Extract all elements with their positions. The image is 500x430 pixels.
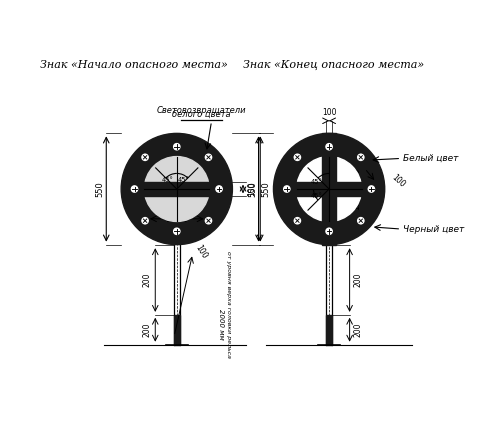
Text: 200: 200: [354, 322, 362, 337]
Circle shape: [142, 218, 148, 224]
Text: Знак «Начало опасного места»: Знак «Начало опасного места»: [40, 60, 228, 70]
Circle shape: [358, 218, 364, 224]
Circle shape: [144, 157, 209, 221]
Circle shape: [142, 154, 148, 160]
Text: 550: 550: [262, 181, 270, 197]
Text: 110: 110: [352, 168, 361, 182]
Text: 100: 100: [247, 182, 256, 196]
Circle shape: [296, 157, 362, 221]
Bar: [124, 182, 229, 196]
Text: 110: 110: [154, 206, 168, 215]
Text: 45°: 45°: [310, 179, 322, 185]
Text: Черный цвет: Черный цвет: [403, 224, 464, 233]
Circle shape: [368, 186, 374, 192]
Circle shape: [206, 218, 212, 224]
Bar: [326, 315, 332, 344]
Circle shape: [326, 144, 332, 150]
Text: 100: 100: [390, 172, 406, 189]
Circle shape: [358, 154, 364, 160]
Text: 2000 мм: 2000 мм: [218, 309, 224, 340]
Text: 110: 110: [352, 196, 361, 210]
Text: 200: 200: [142, 273, 152, 287]
Text: 45°: 45°: [178, 178, 190, 184]
Text: Световозвращатели: Световозвращатели: [157, 106, 246, 115]
Text: 100: 100: [322, 108, 336, 117]
Bar: [277, 182, 382, 196]
Text: 550: 550: [248, 181, 257, 197]
Circle shape: [294, 218, 300, 224]
Circle shape: [274, 133, 384, 245]
Text: Знак «Конец опасного места»: Знак «Конец опасного места»: [244, 60, 424, 70]
Circle shape: [174, 144, 180, 150]
Circle shape: [206, 154, 212, 160]
Circle shape: [294, 154, 300, 160]
Circle shape: [174, 228, 180, 234]
Text: 200: 200: [142, 322, 152, 337]
Bar: [322, 133, 336, 245]
Text: 110: 110: [186, 206, 200, 215]
Circle shape: [216, 186, 222, 192]
Text: 45°: 45°: [161, 178, 173, 184]
Text: 200: 200: [354, 273, 362, 287]
Text: от уровня верха головки рельса: от уровня верха головки рельса: [226, 252, 230, 358]
Text: Белый цвет: Белый цвет: [403, 154, 458, 163]
Circle shape: [132, 186, 138, 192]
Circle shape: [121, 133, 232, 245]
Circle shape: [326, 228, 332, 234]
Text: 100: 100: [194, 243, 210, 261]
Circle shape: [284, 186, 290, 192]
Text: 550: 550: [96, 181, 105, 197]
Text: 45°: 45°: [310, 193, 322, 199]
Bar: [174, 315, 180, 344]
Text: белого цвета: белого цвета: [172, 111, 231, 120]
